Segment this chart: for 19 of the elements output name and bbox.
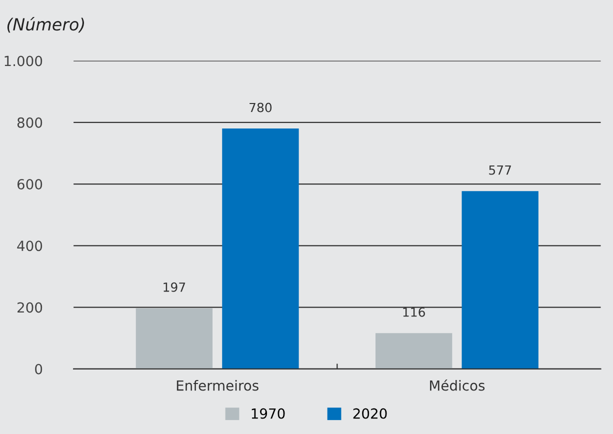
data-label: 577 xyxy=(489,166,511,175)
y-tick-label: 800 xyxy=(17,117,42,128)
bar xyxy=(222,128,299,369)
y-tick-label: 600 xyxy=(17,178,42,190)
y-tick-label: 200 xyxy=(18,302,42,313)
x-tick-label: Enfermeiros xyxy=(176,380,258,391)
legend-label: 1970 xyxy=(252,408,285,419)
y-tick-label: 0 xyxy=(35,364,42,374)
bar xyxy=(462,191,538,369)
bar xyxy=(375,333,452,369)
y-tick-label: 1.000 xyxy=(4,56,42,66)
data-label: 197 xyxy=(164,282,186,292)
y-tick-label: 400 xyxy=(17,240,42,252)
data-label: 780 xyxy=(250,102,272,112)
bar xyxy=(136,308,213,369)
chart-subtitle: (Número) xyxy=(7,17,84,33)
x-tick-label: Médicos xyxy=(430,379,485,391)
data-label: 116 xyxy=(403,307,425,317)
legend-label: 2020 xyxy=(353,408,387,419)
